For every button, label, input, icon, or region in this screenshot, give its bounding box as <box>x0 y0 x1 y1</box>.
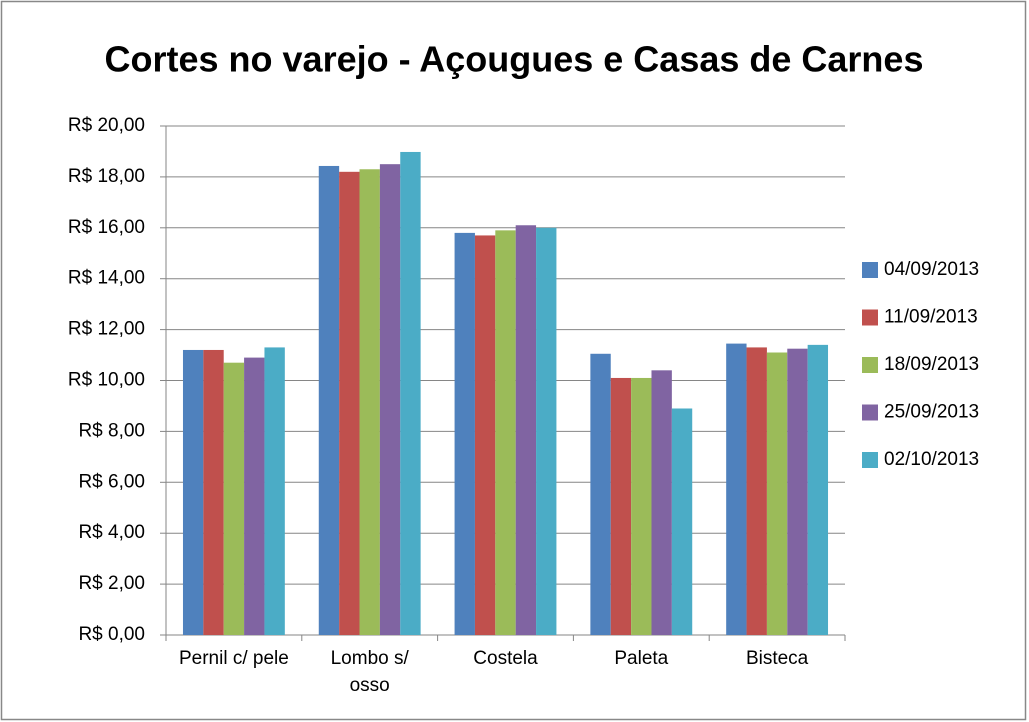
x-tick-label: Pernil c/ pele <box>178 648 289 669</box>
bar <box>671 408 693 635</box>
y-tick-label: R$ 18,00 <box>68 166 145 187</box>
bar <box>223 362 245 635</box>
bar <box>244 357 265 635</box>
bar <box>379 164 401 636</box>
y-tick-label: R$ 12,00 <box>68 319 145 340</box>
legend-swatch <box>862 309 878 326</box>
bar <box>631 377 652 635</box>
legend-swatch <box>862 452 878 468</box>
y-tick-label: R$ 14,00 <box>68 268 145 289</box>
y-tick-label: R$ 6,00 <box>78 471 145 492</box>
bar <box>590 353 611 635</box>
bar <box>359 169 380 635</box>
bar <box>726 343 747 635</box>
bar <box>807 344 829 635</box>
bar <box>318 165 340 636</box>
bar <box>182 349 204 635</box>
bar <box>766 352 788 635</box>
bar <box>536 227 557 636</box>
legend-swatch <box>862 262 878 278</box>
bar <box>495 230 516 635</box>
legend-swatch <box>862 357 878 373</box>
legend-swatch <box>862 404 878 421</box>
y-tick-label: R$ 8,00 <box>78 420 145 441</box>
legend-label: 02/10/2013 <box>884 449 979 470</box>
bar <box>651 370 672 635</box>
y-tick-label: R$ 0,00 <box>78 624 145 645</box>
bar <box>339 171 360 635</box>
legend-label: 04/09/2013 <box>884 259 979 280</box>
legend-label: 11/09/2013 <box>884 307 978 328</box>
bar <box>474 235 496 635</box>
x-tick-label: Costela <box>473 648 538 669</box>
legend-label: 25/09/2013 <box>884 402 979 423</box>
bar <box>787 348 808 635</box>
chart-title: Cortes no varejo - Açougues e Casas de C… <box>105 39 924 80</box>
y-tick-label: R$ 10,00 <box>68 370 145 391</box>
bar <box>203 349 224 635</box>
x-tick-label: Bisteca <box>745 648 809 669</box>
bar <box>610 377 632 635</box>
bar <box>400 151 421 636</box>
bar <box>264 347 285 635</box>
y-tick-label: R$ 20,00 <box>68 115 145 136</box>
y-tick-label: R$ 16,00 <box>68 217 145 238</box>
bar <box>746 347 767 635</box>
bar <box>515 225 537 635</box>
bar <box>454 232 475 635</box>
y-tick-label: R$ 2,00 <box>78 573 145 594</box>
x-tick-label: Paleta <box>614 648 669 669</box>
legend-label: 18/09/2013 <box>884 354 979 375</box>
x-tick-label: Lombo s/ osso <box>330 648 409 696</box>
y-tick-label: R$ 4,00 <box>78 522 145 543</box>
